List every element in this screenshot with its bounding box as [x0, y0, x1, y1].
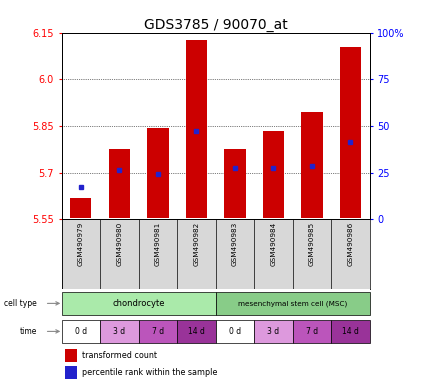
Bar: [70, 198, 91, 218]
Bar: [224, 149, 246, 218]
Text: transformed count: transformed count: [82, 351, 157, 360]
Bar: [65, 366, 77, 379]
Bar: [293, 319, 331, 343]
Text: GSM490980: GSM490980: [116, 222, 122, 266]
Text: 3 d: 3 d: [267, 327, 280, 336]
Text: 0 d: 0 d: [229, 327, 241, 336]
Text: 7 d: 7 d: [306, 327, 318, 336]
Bar: [109, 149, 130, 218]
Text: 3 d: 3 d: [113, 327, 125, 336]
Text: GSM490985: GSM490985: [309, 222, 315, 266]
Bar: [254, 319, 293, 343]
Bar: [186, 40, 207, 218]
Bar: [331, 319, 370, 343]
Bar: [340, 46, 361, 218]
Text: GSM490983: GSM490983: [232, 222, 238, 266]
Bar: [62, 291, 215, 315]
Title: GDS3785 / 90070_at: GDS3785 / 90070_at: [144, 18, 288, 31]
Text: GSM490979: GSM490979: [78, 222, 84, 266]
Text: GSM490981: GSM490981: [155, 222, 161, 266]
Text: 14 d: 14 d: [188, 327, 205, 336]
Bar: [147, 127, 168, 218]
Text: GSM490982: GSM490982: [193, 222, 199, 266]
Bar: [100, 319, 139, 343]
Text: 14 d: 14 d: [342, 327, 359, 336]
Text: 7 d: 7 d: [152, 327, 164, 336]
Bar: [215, 291, 370, 315]
Text: time: time: [20, 327, 37, 336]
Bar: [65, 349, 77, 362]
Bar: [62, 319, 100, 343]
Text: GSM490986: GSM490986: [348, 222, 354, 266]
Bar: [263, 131, 284, 218]
Bar: [215, 319, 254, 343]
Text: chondrocyte: chondrocyte: [112, 299, 165, 308]
Bar: [301, 112, 323, 218]
Bar: [139, 319, 177, 343]
Bar: [177, 319, 215, 343]
Text: 0 d: 0 d: [75, 327, 87, 336]
Text: GSM490984: GSM490984: [270, 222, 276, 266]
Text: percentile rank within the sample: percentile rank within the sample: [82, 368, 217, 377]
Text: cell type: cell type: [4, 299, 37, 308]
Text: mesenchymal stem cell (MSC): mesenchymal stem cell (MSC): [238, 300, 347, 307]
